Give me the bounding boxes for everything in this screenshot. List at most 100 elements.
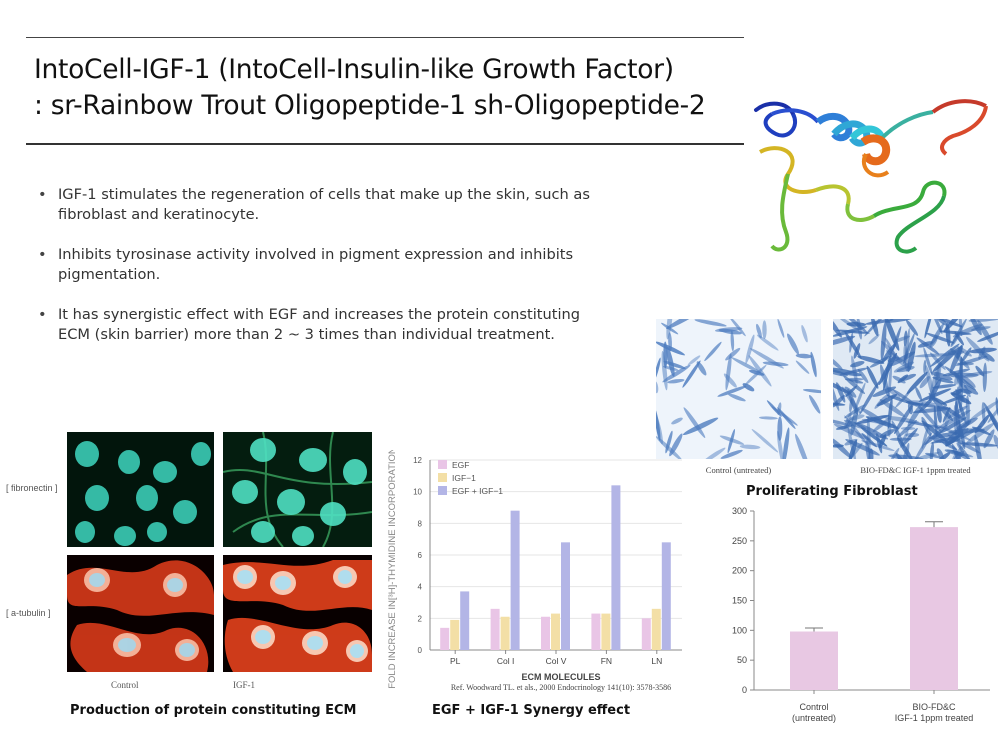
synergy-bar [591,613,601,650]
synergy-y-tick-label: 0 [418,646,423,655]
fibroblast-cell [833,395,845,408]
fibroblast-cell [975,365,985,377]
fibroblast-cell [656,436,683,459]
synergy-legend-label: EGF + IGF−1 [452,486,503,496]
fibroblast-cell [656,413,663,445]
fibroblast-cell [911,402,948,409]
fibroblast-cell [683,407,706,438]
fibroblast-cell [904,327,910,365]
fibroblast-cell [903,344,909,372]
fibroblast-cell [936,448,944,459]
fibroblast-cell [777,416,783,441]
fibroblast-cell [983,402,998,434]
fibroblast-cell [885,337,897,359]
fibroblast-cell [903,330,908,347]
feature-bullet-list: IGF-1 stimulates the regeneration of cel… [38,185,608,365]
fibroblast-cell [859,381,880,415]
synergy-y-tick-label: 6 [418,551,423,560]
synergy-y-tick-label: 2 [418,614,423,623]
fibroblast-cell [951,443,966,459]
proliferation-x-tick-label: BIO-FD&C [912,702,956,712]
fibroblast-cell [756,334,779,351]
fibroblast-cell [656,381,659,394]
proliferation-y-tick-label: 100 [732,625,747,635]
fibroblast-cell [730,330,735,352]
fibroblast-cell [868,334,880,345]
fibroblast-cell [945,322,951,347]
synergy-legend-swatch [438,473,447,482]
fibroblast-cell [700,447,726,459]
bullet-item: Inhibits tyrosinase activity involved in… [38,245,608,285]
synergy-bar [490,608,500,650]
fibroblast-cell [929,352,946,370]
fibroblast-cell [756,323,762,339]
fibroblast-cell [833,437,853,459]
fibroblast-cell [777,319,785,338]
fibroblast-cell [866,365,879,389]
fibroblast-cell [662,364,691,383]
fibroblast-cell [900,426,916,430]
proliferation-y-tick-label: 300 [732,506,747,516]
fibroblast-cell [687,355,701,366]
fibronectin-control-micrograph [67,432,214,547]
fibroblast-cell [929,442,934,459]
synergy-reference: Ref. Woodward TL. et als., 2000 Endocrin… [450,683,672,692]
synergy-y-tick-label: 12 [413,456,422,465]
fibroblast-cell [719,435,745,445]
fibroblast-cell [845,439,880,456]
fibroblast-cell [934,319,963,328]
fibroblast-cell [906,371,928,395]
fibroblast-cell [970,400,998,421]
synergy-y-axis-label: FOLD INCREASE IN[³H]-THYMIDINE INCORPORA… [387,450,398,689]
fibroblast-cell [865,416,899,429]
fibroblast-cell [847,426,857,459]
fibroblast-cell [663,360,686,370]
fibroblast-cell [915,386,923,401]
fibroblast-cell [762,361,789,367]
synergy-x-tick-label: Col V [546,656,567,666]
synergy-bar [611,485,621,650]
synergy-bar [551,613,560,650]
fibroblast-cell [924,319,933,339]
fibroblast-cell [835,424,853,430]
synergy-bar [541,616,550,650]
fibroblast-cell [787,333,799,355]
fibroblast-cell [982,362,987,392]
fibroblast-cell [833,444,844,448]
proliferation-y-tick-label: 50 [737,655,747,665]
fibroblast-cell [745,334,755,364]
fibroblast-cell [833,418,851,426]
fibroblast-cell [809,394,821,414]
fibroblast-cell [666,319,673,340]
fibroblast-cell [921,420,949,444]
fibroblast-cell [833,368,848,377]
fibroblast-cell [844,377,864,381]
fibroblast-cell [853,343,861,359]
tubulin-row-label: [ a-tubulin ] [6,608,51,618]
fibroblast-cell [795,353,813,359]
synergy-x-tick-label: FN [601,656,612,666]
fibroblast-cell [907,402,913,415]
fibroblast-cell [656,357,661,382]
fibroblast-treated-photo [833,319,998,459]
fibroblast-cell [918,388,952,402]
fibroblast-cell [714,327,743,333]
tubulin-control-micrograph [67,555,214,672]
proliferation-y-tick-label: 200 [732,566,747,576]
control-column-label: Control [111,680,139,690]
fibroblast-cell [854,422,889,440]
synergy-bar [440,627,450,650]
igf1-column-label: IGF-1 [233,680,255,690]
fibroblast-cell [974,414,990,434]
proliferation-x-tick-label: IGF-1 1ppm treated [895,713,974,723]
fibroblast-cell [906,319,919,336]
fibroblast-cell [854,382,866,411]
fibroblast-cell [728,393,746,402]
fibroblast-cell [841,386,861,414]
proliferation-x-tick-label: (untreated) [792,713,836,723]
fibroblast-control-photo [656,319,821,459]
fibroblast-cell [850,361,865,368]
fibroblast-cell [836,319,860,331]
fibroblast-cell [682,417,719,436]
ecm-production-caption: Production of protein constituting ECM [70,703,357,718]
